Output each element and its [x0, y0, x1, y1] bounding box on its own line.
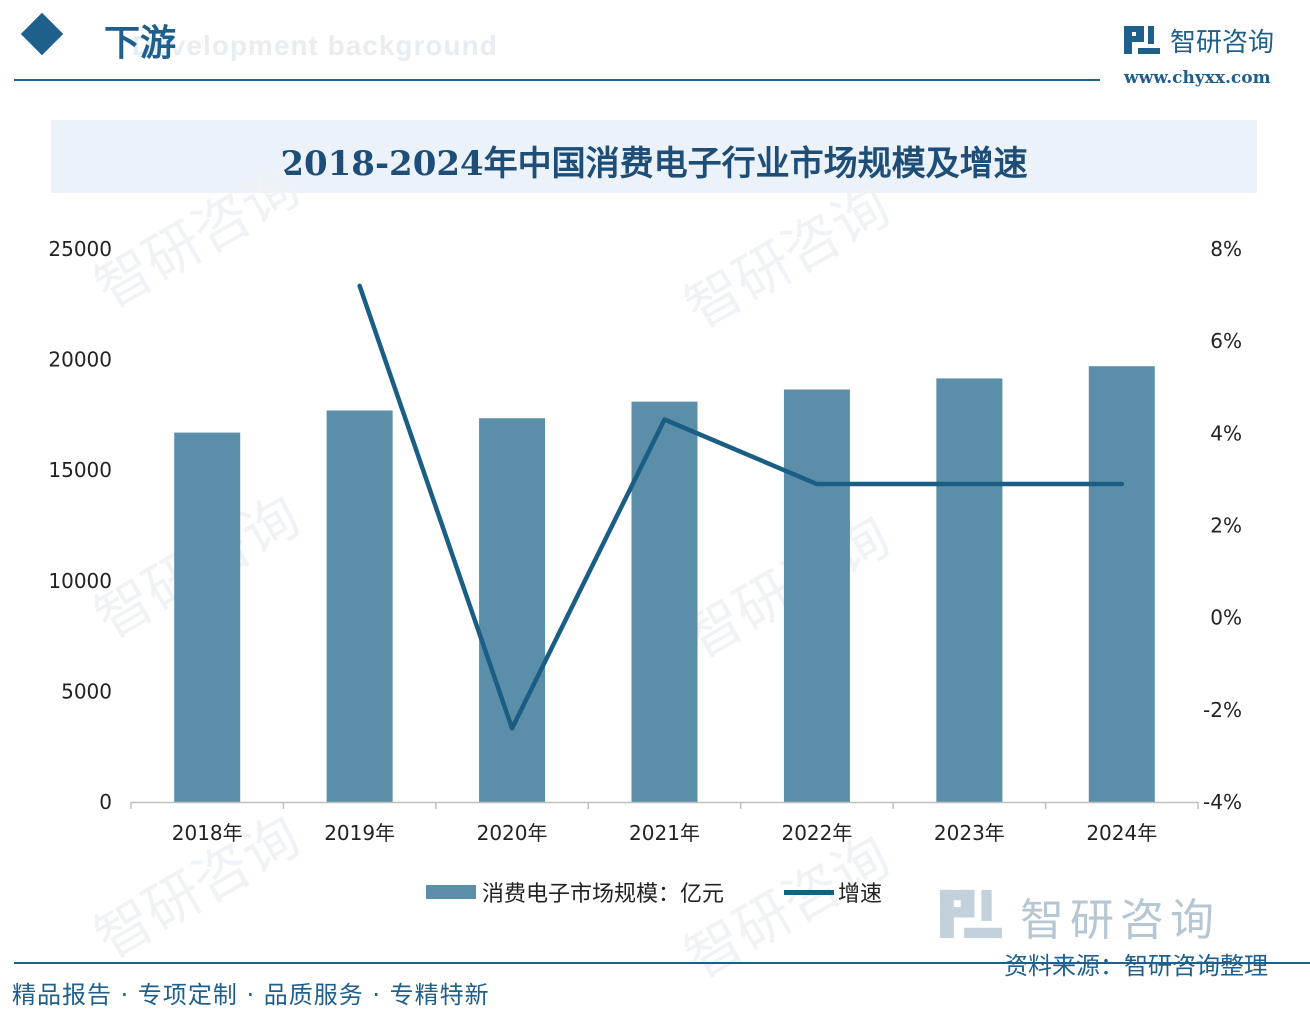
brand-name: 智研咨询: [1170, 28, 1275, 58]
x-tick-label: 2018年: [172, 821, 243, 845]
chart-title: 2018-2024年中国消费电子行业市场规模及增速: [280, 144, 1028, 184]
source-note: 资料来源：智研咨询整理: [1004, 952, 1268, 980]
legend-label-line: 增速: [838, 882, 883, 907]
y-left-tick-label: 5000: [61, 679, 112, 703]
header-divider: [14, 79, 1100, 81]
footer-logo-icon: [940, 889, 1002, 939]
x-tick-label: 2020年: [477, 821, 548, 845]
x-tick-label: 2021年: [629, 821, 700, 845]
y-left-tick-label: 0: [99, 790, 112, 814]
y-right-tick-label: -2%: [1203, 698, 1242, 722]
section-subtitle: Development background: [132, 30, 498, 61]
y-left-tick-label: 25000: [48, 237, 112, 261]
legend-swatch-bar: [426, 885, 476, 899]
growth-point-2019年: [357, 283, 362, 288]
bar-2023年: [936, 378, 1003, 802]
y-right-tick-label: 8%: [1210, 237, 1242, 261]
growth-point-2021年: [662, 417, 667, 422]
legend-swatch-line: [784, 890, 834, 895]
y-left-tick-label: 20000: [48, 348, 112, 372]
x-tick-label: 2024年: [1086, 821, 1157, 845]
growth-point-2020年: [510, 726, 515, 731]
footer-brand-name: 智研咨询: [1020, 895, 1220, 946]
growth-point-2023年: [967, 482, 972, 487]
bar-2019年: [326, 410, 393, 802]
logo-icon: [1124, 26, 1160, 54]
growth-point-2024年: [1119, 482, 1124, 487]
y-left-tick-label: 15000: [48, 458, 112, 482]
bar-2024年: [1088, 366, 1155, 802]
y-right-tick-label: 0%: [1210, 606, 1242, 630]
y-right-tick-label: 2%: [1210, 514, 1242, 538]
chart-title-band: 2018-2024年中国消费电子行业市场规模及增速: [51, 120, 1257, 193]
y-left-tick-label: 10000: [48, 569, 112, 593]
footer-divider: [14, 962, 1310, 964]
section-title: 下游: [104, 22, 177, 64]
growth-line: [357, 283, 1125, 731]
x-tick-label: 2022年: [781, 821, 852, 845]
y-right-tick-label: 6%: [1210, 329, 1242, 353]
y-right-tick-label: 4%: [1210, 421, 1242, 445]
growth-point-2022年: [814, 482, 819, 487]
bar-2022年: [783, 389, 850, 802]
x-tick-label: 2023年: [934, 821, 1005, 845]
bar-2018年: [174, 432, 241, 802]
x-tick-label: 2019年: [324, 821, 395, 845]
legend-label-bar: 消费电子市场规模：亿元: [482, 882, 725, 907]
bar-2020年: [479, 418, 546, 802]
y-right-tick-label: -4%: [1203, 790, 1242, 814]
footer-tagline: 精品报告 · 专项定制 · 品质服务 · 专精特新: [12, 981, 490, 1009]
brand-url: www.chyxx.com: [1124, 68, 1271, 88]
